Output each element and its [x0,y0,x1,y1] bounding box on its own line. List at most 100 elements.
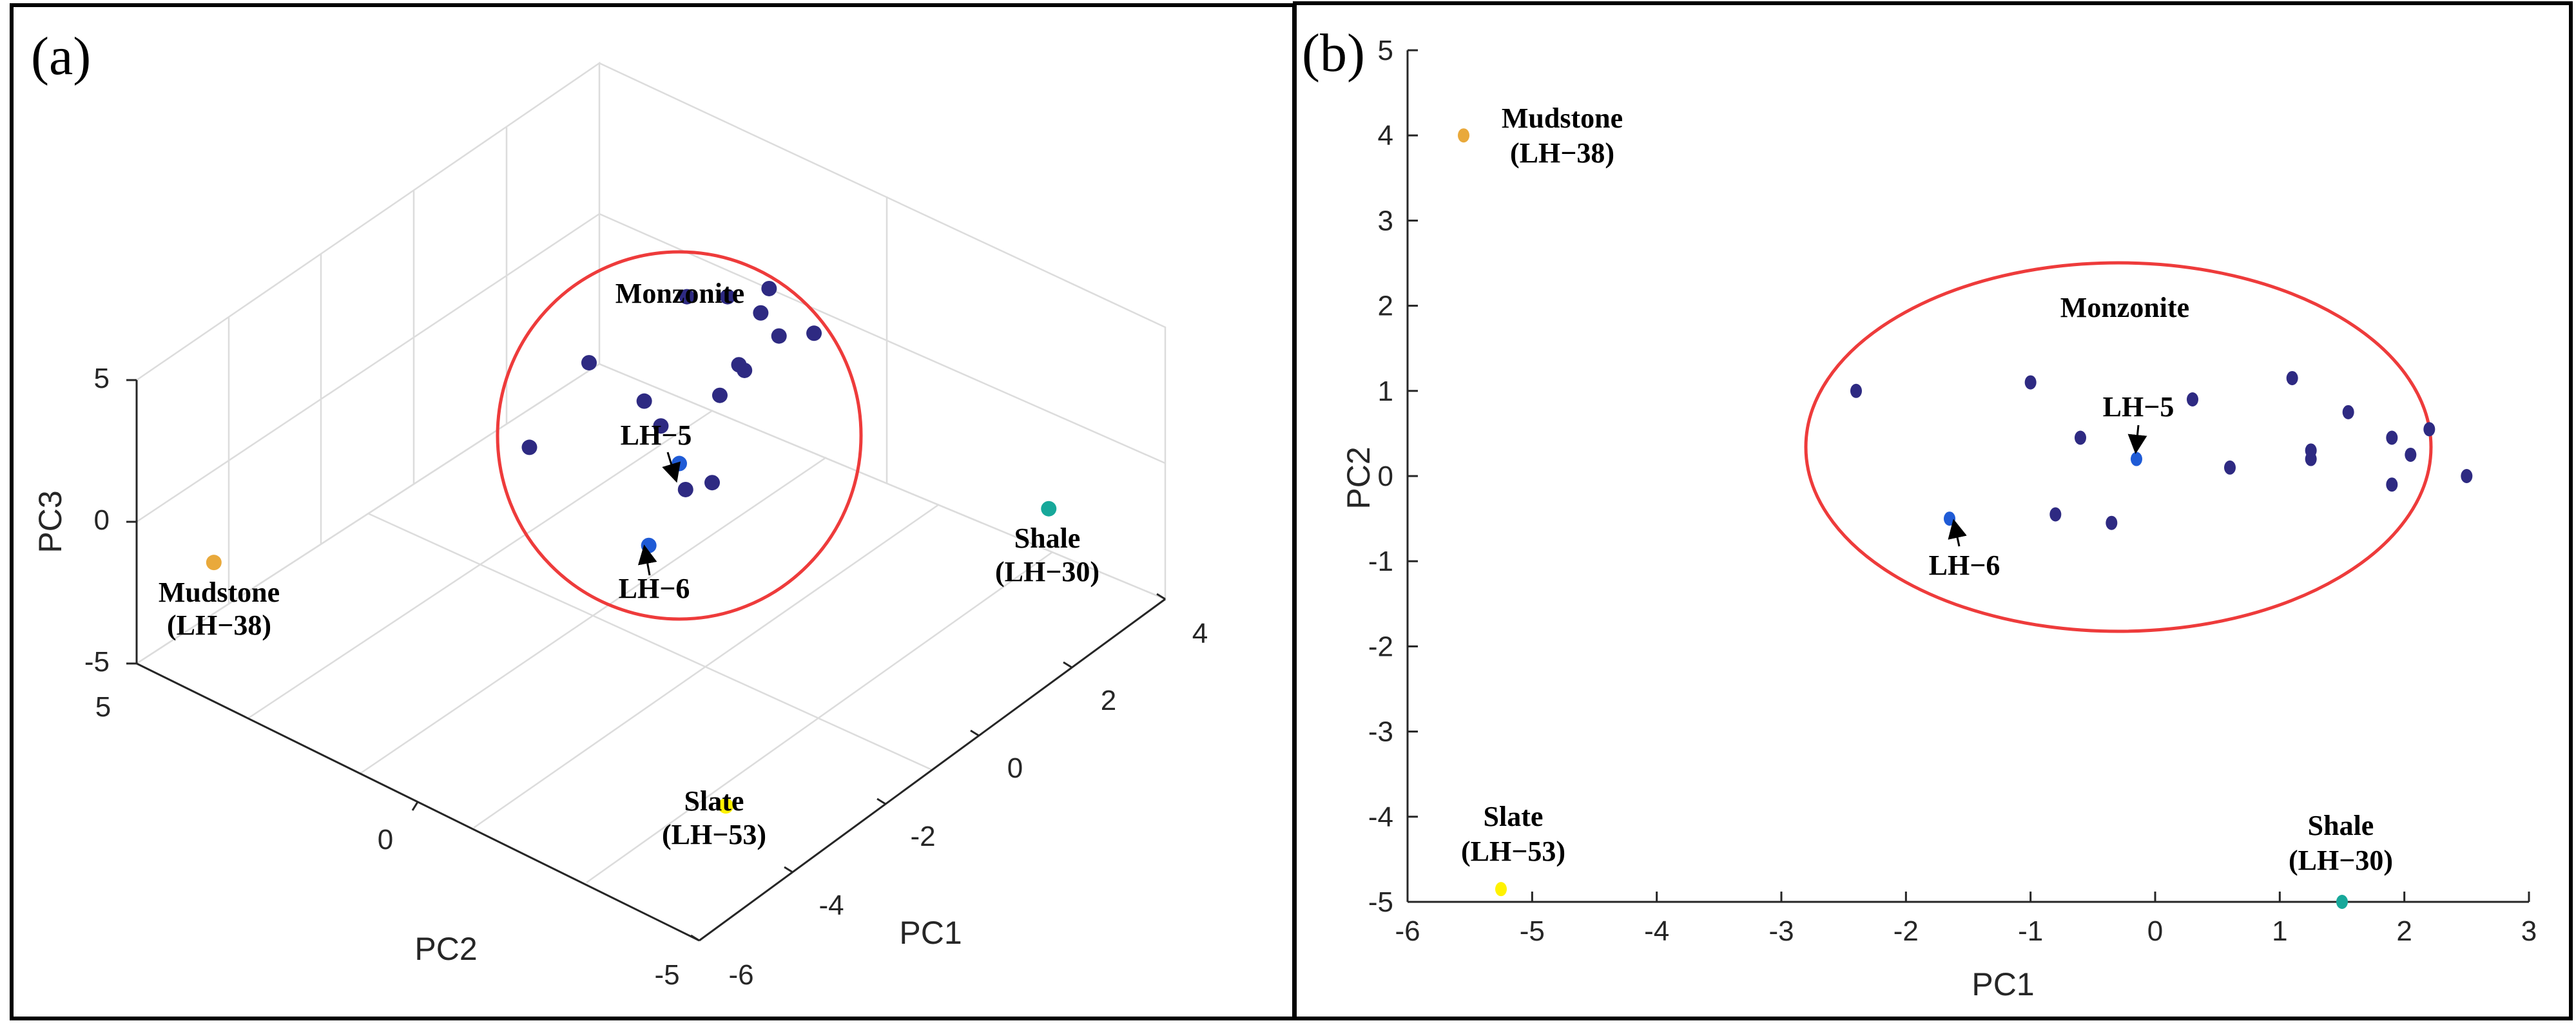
pc1-tick-n6 [690,934,700,942]
b-shale-id: (LH−30) [2289,845,2393,876]
point-a-monzonite [636,393,652,409]
pc1-tick-label-n6: -6 [728,959,753,991]
pc1-tick-n2 [876,798,886,805]
panel-a-monzonite-ring [496,250,863,621]
floor-grid-6 [360,456,827,774]
pc3-tick-label-bottom: -5 [84,646,110,678]
point-a-mudstone-lh-38 [206,555,222,571]
pc2-tick-label-b: -1 [1368,546,1393,577]
panel-a-label: (a) [31,26,91,86]
point-a-monzonite [761,280,777,296]
a-monzonite-label: Monzonite [615,278,744,309]
pc2-axis-line [136,662,700,942]
point-b-mudstone-lh-38 [1458,128,1469,143]
b-monzonite-label: Monzonite [2060,292,2189,323]
pc2-tick-0 [411,801,419,811]
point-b-lh-6 [1944,511,1955,526]
point-a-monzonite [704,475,721,491]
pc1-tick-0 [970,729,980,737]
a-lh5-label: LH−5 [621,419,692,451]
pc2-tick-label-mid: 0 [378,824,393,855]
floor-grid-7 [473,503,940,829]
pc1-axis-label-b: PC1 [1971,966,2034,1002]
pc2-axis-label-b: PC2 [1341,446,1377,509]
point-b-monzonite [2049,507,2062,522]
pc2-tick-label-top: 5 [95,691,111,723]
point-a-monzonite [653,418,669,434]
point-b-monzonite [2224,460,2236,475]
pc2-tick-label-b: 5 [1378,35,1393,66]
b-lh6-arrow [1948,519,1967,547]
pc1-tick-label-b: -5 [1520,915,1545,947]
left-wall-mid [136,213,600,523]
b-shale-label: Shale [2308,810,2374,841]
b-slate-label: Slate [1484,801,1544,832]
point-b-slate-lh-53 [1495,882,1507,897]
pc1-tick-label-b: -2 [1893,915,1919,947]
pc3-tick-label-mid: 0 [94,504,110,536]
b-lh5-arrow [2127,425,2147,454]
pc1-tick-4 [1156,593,1166,600]
panel-a-gridlines [136,61,1167,942]
pc1-axis-label: PC1 [899,915,962,951]
pc1-tick-n4 [784,866,793,874]
point-a-monzonite [521,439,537,455]
a-lh6-arrow [637,544,657,576]
point-b-monzonite [2106,515,2118,530]
pc2-tick-label-b: -2 [1368,631,1393,662]
a-shale-id: (LH−30) [995,556,1099,588]
point-a-monzonite [679,289,695,305]
point-a-monzonite [719,289,735,305]
pc2-tick-label-b: 4 [1378,120,1393,151]
pc1-tick-label-b: 1 [2272,915,2287,947]
pc2-tick-label-b: 2 [1378,291,1393,322]
point-a-monzonite [771,328,787,344]
floor-grid-4 [136,363,600,665]
pc1-tick-label-b: -4 [1644,915,1669,947]
point-b-monzonite [2386,477,2398,492]
panel-b-monzonite-ring [1804,261,2433,633]
pc1-tick-label-n4: -4 [818,890,844,921]
point-b-monzonite [2386,430,2398,445]
point-b-shale-lh-30 [2336,895,2348,909]
floor-grid-3 [599,363,1166,600]
pc1-tick-label-0: 0 [1007,752,1023,784]
point-a-monzonite [753,305,769,321]
panel-b-frame [1293,1,2573,1020]
a-mudstone-id: (LH−38) [167,609,271,641]
point-a-lh-5 [671,455,687,472]
a-slate-label: Slate [684,785,744,817]
point-b-lh-5 [2131,452,2142,466]
pc1-tick-label-b: 3 [2521,915,2537,947]
panel-a-frame [10,3,1296,1020]
point-b-monzonite [2305,452,2317,466]
b-mudstone-label: Mudstone [1502,102,1623,134]
pc1-tick-label-b: -1 [2018,915,2043,947]
a-lh5-arrow [662,452,681,483]
pc2-tick-label-b: 3 [1378,205,1393,236]
point-b-monzonite [2187,392,2198,407]
pc1-axis-line [699,598,1166,942]
point-a-monzonite [712,387,728,403]
point-b-monzonite [2342,405,2354,419]
point-a-monzonite [677,481,693,497]
panel-a-axes: 5 0 -5 5 0 -5 -6 -4 -2 0 2 4 PC3 PC2 PC1 [32,363,1208,991]
floor-grid-2 [367,512,933,771]
a-lh6-label: LH−6 [619,573,690,604]
a-shale-label: Shale [1014,522,1081,554]
point-a-monzonite [581,355,597,371]
point-b-monzonite [2423,422,2436,437]
pc2-tick-label-bottom: -5 [654,959,679,991]
a-slate-id: (LH−53) [662,819,766,850]
b-lh6-label: LH−6 [1929,549,2000,581]
pc3-tick-label-top: 5 [94,363,110,394]
pc2-tick-label-b: -4 [1368,801,1393,833]
pc2-tick-label-b: 1 [1378,376,1393,407]
pc1-tick-label-n2: -2 [910,821,935,852]
pc3-axis-label: PC3 [32,490,68,553]
b-lh5-label: LH−5 [2103,391,2174,423]
panel-b-annotations: Monzonite LH−5 LH−6 Mudstone (LH−38) Sla… [1461,102,2393,876]
b-mudstone-id: (LH−38) [1510,137,1614,169]
